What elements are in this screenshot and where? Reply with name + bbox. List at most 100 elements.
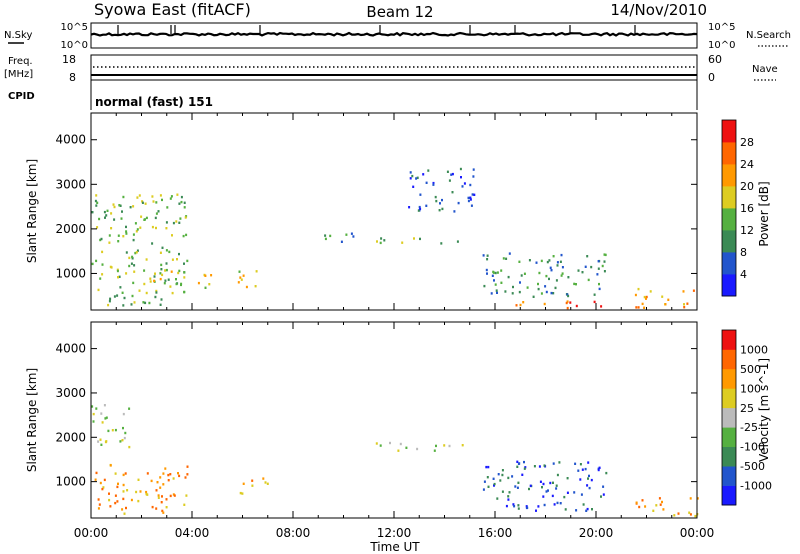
heatmap-cell <box>114 501 117 505</box>
heatmap-cell <box>573 491 576 494</box>
heatmap-cell <box>136 196 139 199</box>
heatmap-cell <box>603 260 606 263</box>
cpid-label: CPID <box>8 91 35 102</box>
heatmap-cell <box>469 196 472 199</box>
heatmap-cell <box>142 301 145 304</box>
heatmap-cell <box>122 426 124 430</box>
y-tick-label: 1000 <box>55 475 86 489</box>
heatmap-cell <box>136 249 139 252</box>
heatmap-cell <box>493 279 495 282</box>
y-tick-label: 3000 <box>55 386 86 400</box>
heatmap-cell <box>600 495 602 498</box>
heatmap-cell <box>157 494 160 497</box>
heatmap-cell <box>183 503 186 506</box>
heatmap-cell <box>125 272 128 275</box>
heatmap-cell <box>548 277 550 281</box>
heatmap-cell <box>160 501 163 504</box>
heatmap-cell <box>560 253 563 257</box>
heatmap-cell <box>116 269 119 273</box>
colorbar-tick-label: 28 <box>740 136 754 149</box>
heatmap-cell <box>255 270 258 273</box>
heatmap-cell <box>471 193 474 196</box>
nsky-panel-frame <box>90 22 698 49</box>
heatmap-cell <box>169 494 172 498</box>
y-tick-label: 2000 <box>55 430 86 444</box>
heatmap-cell <box>111 429 114 432</box>
heatmap-cell <box>141 201 144 204</box>
heatmap-cell <box>180 283 182 287</box>
heatmap-cell <box>179 217 182 220</box>
heatmap-cell <box>412 185 415 188</box>
heatmap-cell <box>131 257 134 260</box>
heatmap-cell <box>137 478 140 481</box>
heatmap-cell <box>172 221 175 225</box>
heatmap-cell <box>543 464 546 467</box>
heatmap-cell <box>416 447 419 451</box>
heatmap-cell <box>101 250 104 254</box>
heatmap-cell <box>517 507 520 510</box>
heatmap-cell <box>605 471 608 475</box>
heatmap-cell <box>131 294 134 298</box>
heatmap-cell <box>518 260 521 263</box>
heatmap-cell <box>183 271 186 274</box>
heatmap-cell <box>171 258 174 261</box>
heatmap-cell <box>448 179 451 182</box>
heatmap-cell <box>539 480 542 483</box>
heatmap-cell <box>137 499 140 503</box>
heatmap-cell <box>409 177 412 180</box>
heatmap-cell <box>134 222 137 225</box>
heatmap-cell <box>350 232 353 235</box>
heatmap-cell <box>262 477 265 480</box>
heatmap-cell <box>552 481 554 484</box>
heatmap-cell <box>472 175 475 178</box>
nave-label: Nave <box>752 64 778 75</box>
heatmap-cell <box>164 269 167 272</box>
heatmap-cell <box>643 295 646 299</box>
heatmap-cell <box>151 505 154 509</box>
heatmap-cell <box>528 259 531 262</box>
heatmap-cell <box>155 507 158 510</box>
heatmap-cell <box>122 473 125 477</box>
heatmap-cell <box>556 264 559 267</box>
heatmap-cell <box>598 466 601 469</box>
heatmap-cell <box>113 295 116 298</box>
heatmap-cell <box>597 260 600 263</box>
heatmap-cell <box>155 489 158 492</box>
heatmap-cell <box>593 300 596 304</box>
heatmap-cell <box>178 269 181 273</box>
heatmap-cell <box>238 270 241 273</box>
freq-tick-bottom: 8 <box>69 71 76 84</box>
beam-title: Beam 12 <box>366 3 433 21</box>
heatmap-cell <box>461 444 464 447</box>
heatmap-cell <box>128 264 131 268</box>
heatmap-cell <box>658 497 661 500</box>
heatmap-cell <box>125 225 127 229</box>
colorbar-swatch <box>722 252 736 275</box>
heatmap-cell <box>552 255 555 258</box>
heatmap-cell <box>154 216 157 220</box>
heatmap-cell <box>122 412 125 416</box>
station-title: Syowa East (fitACF) <box>94 0 251 19</box>
heatmap-cell <box>92 412 95 416</box>
heatmap-cell <box>141 200 144 203</box>
heatmap-cell <box>586 484 589 487</box>
heatmap-cell <box>587 477 589 480</box>
heatmap-cell <box>159 277 162 281</box>
heatmap-cell <box>522 301 525 304</box>
heatmap-cell <box>518 290 521 294</box>
nave-tick-top: 60 <box>708 53 722 66</box>
heatmap-cell <box>526 286 529 289</box>
heatmap-cell <box>132 233 135 236</box>
heatmap-cell <box>178 474 181 478</box>
heatmap-cell <box>97 507 100 510</box>
heatmap-cell <box>251 479 254 482</box>
heatmap-cell <box>460 176 462 179</box>
heatmap-cell <box>645 295 648 299</box>
colorbar-frame <box>721 119 737 297</box>
heatmap-cell <box>496 497 499 500</box>
heatmap-cell <box>121 291 124 294</box>
colorbar-swatch <box>722 368 736 389</box>
heatmap-cell <box>459 167 462 171</box>
colorbar-swatch <box>722 485 736 506</box>
x-tick-label: 04:00 <box>175 526 210 540</box>
